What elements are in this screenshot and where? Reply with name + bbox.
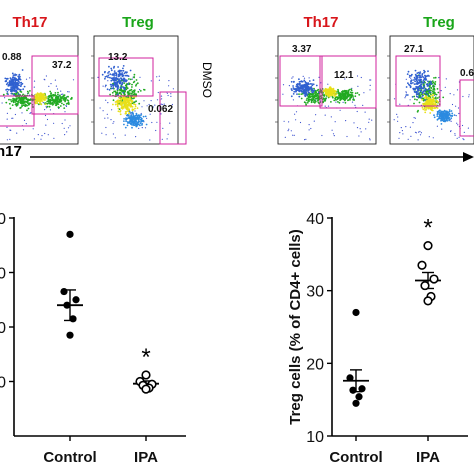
gate xyxy=(98,57,154,97)
data-point xyxy=(349,386,357,394)
series-ipa xyxy=(133,370,159,394)
data-point xyxy=(417,260,427,270)
timeline-arrow-head xyxy=(463,152,474,162)
gate-percentage: 0.88 xyxy=(2,52,22,63)
flow-density-dots xyxy=(393,69,471,141)
gate-percentage: 27.1 xyxy=(404,44,424,55)
flow-plot-treg-right: 27.1 0.6 xyxy=(387,35,474,145)
data-point xyxy=(63,301,71,309)
y-tick-label: 30 xyxy=(306,284,324,301)
x-category-label: IPA xyxy=(416,449,440,466)
gate xyxy=(0,95,35,127)
data-point xyxy=(355,393,363,401)
gate xyxy=(395,55,441,107)
y-tick-label: 40 xyxy=(306,211,324,228)
flow-cytometry-panels: Th17 Treg Th17 Treg DMSO h17 0.88 37.2 13.… xyxy=(0,14,474,162)
y-tick-label: 30 xyxy=(0,266,6,283)
gate-percentage: 0.062 xyxy=(148,104,173,115)
data-point xyxy=(141,370,151,380)
dot-plot-1: 10 20 30 40 Control IPA * xyxy=(0,211,186,466)
data-point xyxy=(69,315,77,323)
flow-plot-th17-right: 3.37 12.1 xyxy=(275,35,377,145)
flow-plot-treg-left: 13.2 0.062 xyxy=(91,35,187,145)
x-category-label: Control xyxy=(43,449,96,466)
chart-panels: 10 20 30 40 Control IPA * 10 20 30 40 Control IPA Tre… xyxy=(0,211,468,466)
gate xyxy=(279,55,323,107)
flow-density-dots xyxy=(1,69,75,141)
gate-percentage: 0.6 xyxy=(460,68,474,79)
dmso-label: DMSO xyxy=(200,62,214,98)
arrow-label: h17 xyxy=(0,143,22,160)
th17-label-right: Th17 xyxy=(303,14,338,31)
data-point xyxy=(420,280,430,291)
data-point xyxy=(141,384,151,394)
treg-label-left: Treg xyxy=(122,14,154,31)
series-ipa xyxy=(415,241,441,306)
gate xyxy=(31,55,79,115)
x-category-label: Control xyxy=(329,449,382,466)
data-point xyxy=(66,331,74,339)
flow-density-dots xyxy=(97,65,174,141)
data-point xyxy=(66,230,74,238)
data-point xyxy=(423,296,433,306)
dot-plot-2: 10 20 30 40 Control IPA Treg cells (% of CD4+ … xyxy=(287,211,468,466)
flow-plot-th17-left: 0.88 37.2 xyxy=(0,35,79,145)
series-control xyxy=(57,230,83,339)
x-category-label: IPA xyxy=(134,449,158,466)
treg-label-right: Treg xyxy=(423,14,455,31)
data-point xyxy=(352,399,360,407)
series-control xyxy=(343,308,369,407)
gate xyxy=(319,55,377,109)
significance-asterisk: * xyxy=(423,215,432,242)
data-point xyxy=(429,274,439,284)
gate-percentage: 12.1 xyxy=(334,70,354,81)
gate-percentage: 3.37 xyxy=(292,44,312,55)
y-tick-label: 20 xyxy=(306,356,324,373)
y-tick-label: 10 xyxy=(306,429,324,446)
data-point xyxy=(72,296,80,304)
gate xyxy=(159,91,187,145)
data-point xyxy=(346,374,354,382)
significance-asterisk: * xyxy=(141,344,150,371)
gate xyxy=(459,79,474,137)
flow-plot-frame xyxy=(389,35,474,145)
y-tick-label: 10 xyxy=(0,375,6,392)
flow-plot-frame xyxy=(93,35,179,145)
y-tick-label: 20 xyxy=(0,320,6,337)
data-point xyxy=(358,385,366,393)
th17-label-left: Th17 xyxy=(12,14,47,31)
data-point xyxy=(423,241,433,251)
data-point xyxy=(352,308,360,317)
data-point xyxy=(60,287,68,296)
y-axis-label: Treg cells (% of CD4+ cells) xyxy=(287,229,304,425)
y-tick-label: 40 xyxy=(0,211,6,228)
gate-percentage: 13.2 xyxy=(108,52,128,63)
gate-percentage: 37.2 xyxy=(52,60,72,71)
flow-density-dots xyxy=(282,75,373,141)
